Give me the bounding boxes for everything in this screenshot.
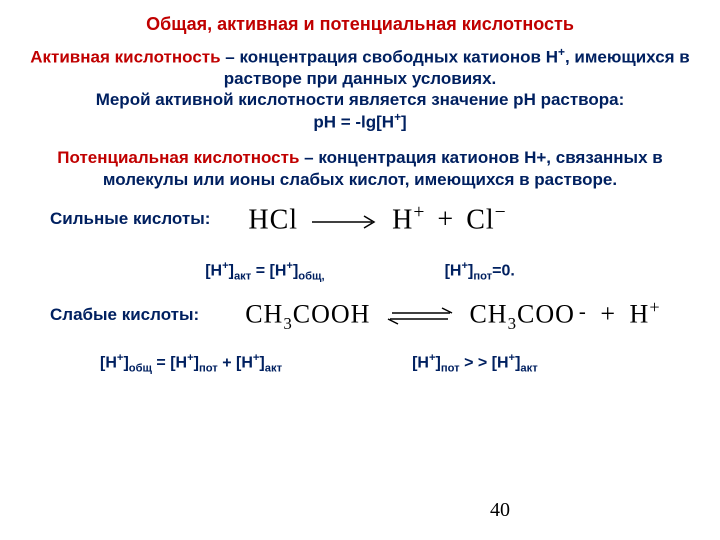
wsub4: пот — [441, 362, 460, 374]
acet-lhs-b: COOH — [293, 299, 371, 328]
sub-3b: 3 — [508, 314, 517, 333]
wsub3: акт — [265, 362, 282, 374]
t3: = [H — [251, 262, 286, 279]
w3: + [H — [218, 354, 253, 371]
weak-rel-left: [H+]общ = [H+]пот + [H+]акт — [100, 352, 282, 375]
active-head: Активная кислотность — [30, 48, 220, 67]
acet-rhs-a: CH — [469, 299, 507, 328]
sup-plus4: + — [649, 297, 660, 317]
active-body1: – концентрация свободных катионов Н — [221, 48, 558, 67]
strong-acid-row: Сильные кислоты: HCl H+ + Cl− — [50, 202, 690, 236]
sup-minus: − — [495, 202, 507, 223]
w4: [H — [412, 354, 429, 371]
sub2: общ, — [298, 271, 324, 283]
wsub2: пот — [199, 362, 218, 374]
active-line2: Мерой активной кислотности является знач… — [96, 90, 625, 109]
para-active: Активная кислотность – концентрация своб… — [30, 45, 690, 133]
sub1: акт — [234, 271, 251, 283]
w2: = [H — [152, 354, 187, 371]
sup-plus3: + — [413, 202, 425, 223]
hcl-h: H — [392, 204, 413, 235]
potential-head: Потенциальная кислотность — [57, 148, 299, 167]
sup-minus2: - — [579, 300, 587, 323]
ph-eq-a: рН = -lg[H — [313, 113, 394, 132]
w5: > > [H — [460, 354, 509, 371]
sup-plus2: + — [394, 110, 401, 124]
plus-sign2: + — [600, 299, 616, 328]
w1: [H — [100, 354, 117, 371]
hcl-equation: HCl H+ + Cl− — [248, 202, 506, 236]
ph-eq-b: ] — [401, 113, 407, 132]
hcl-cl: Cl — [466, 204, 494, 235]
strong-relation-row: [H+]акт = [H+]общ, [H+]пот=0. — [30, 260, 690, 283]
para-potential: Потенциальная кислотность – концентрация… — [30, 147, 690, 190]
acetic-equation: CH3COOH CH3COO- + H+ — [245, 297, 660, 334]
weak-acid-row: Слабые кислоты: CH3COOH CH3COO- + H+ — [50, 297, 690, 334]
slide-title: Общая, активная и потенциальная кислотно… — [30, 14, 690, 35]
t7: =0. — [492, 262, 515, 279]
hcl-lhs: HCl — [248, 204, 298, 235]
strong-rel-right: [H+]пот=0. — [445, 260, 515, 283]
strong-acid-label: Сильные кислоты: — [50, 209, 210, 229]
strong-rel-left: [H+]акт = [H+]общ, — [205, 260, 324, 283]
t1: [H — [205, 262, 222, 279]
arrow-right-icon — [310, 213, 380, 231]
sub3: пот — [473, 271, 492, 283]
wsub5: акт — [520, 362, 537, 374]
plus-sign: + — [437, 204, 454, 235]
weak-relation-row: [H+]общ = [H+]пот + [H+]акт [H+]пот > > … — [100, 352, 690, 375]
acet-lhs-a: CH — [245, 299, 283, 328]
equilibrium-arrow-icon — [384, 306, 456, 326]
acet-rhs-h: H — [630, 299, 650, 328]
weak-acid-label: Слабые кислоты: — [50, 305, 199, 325]
page-number: 40 — [490, 499, 510, 522]
acet-rhs-b: COO — [517, 299, 575, 328]
wsub1: общ — [129, 362, 152, 374]
sup-plus: + — [558, 45, 565, 59]
t5: [H — [445, 262, 462, 279]
weak-rel-right: [H+]пот > > [H+]акт — [412, 352, 538, 375]
sub-3a: 3 — [283, 314, 292, 333]
